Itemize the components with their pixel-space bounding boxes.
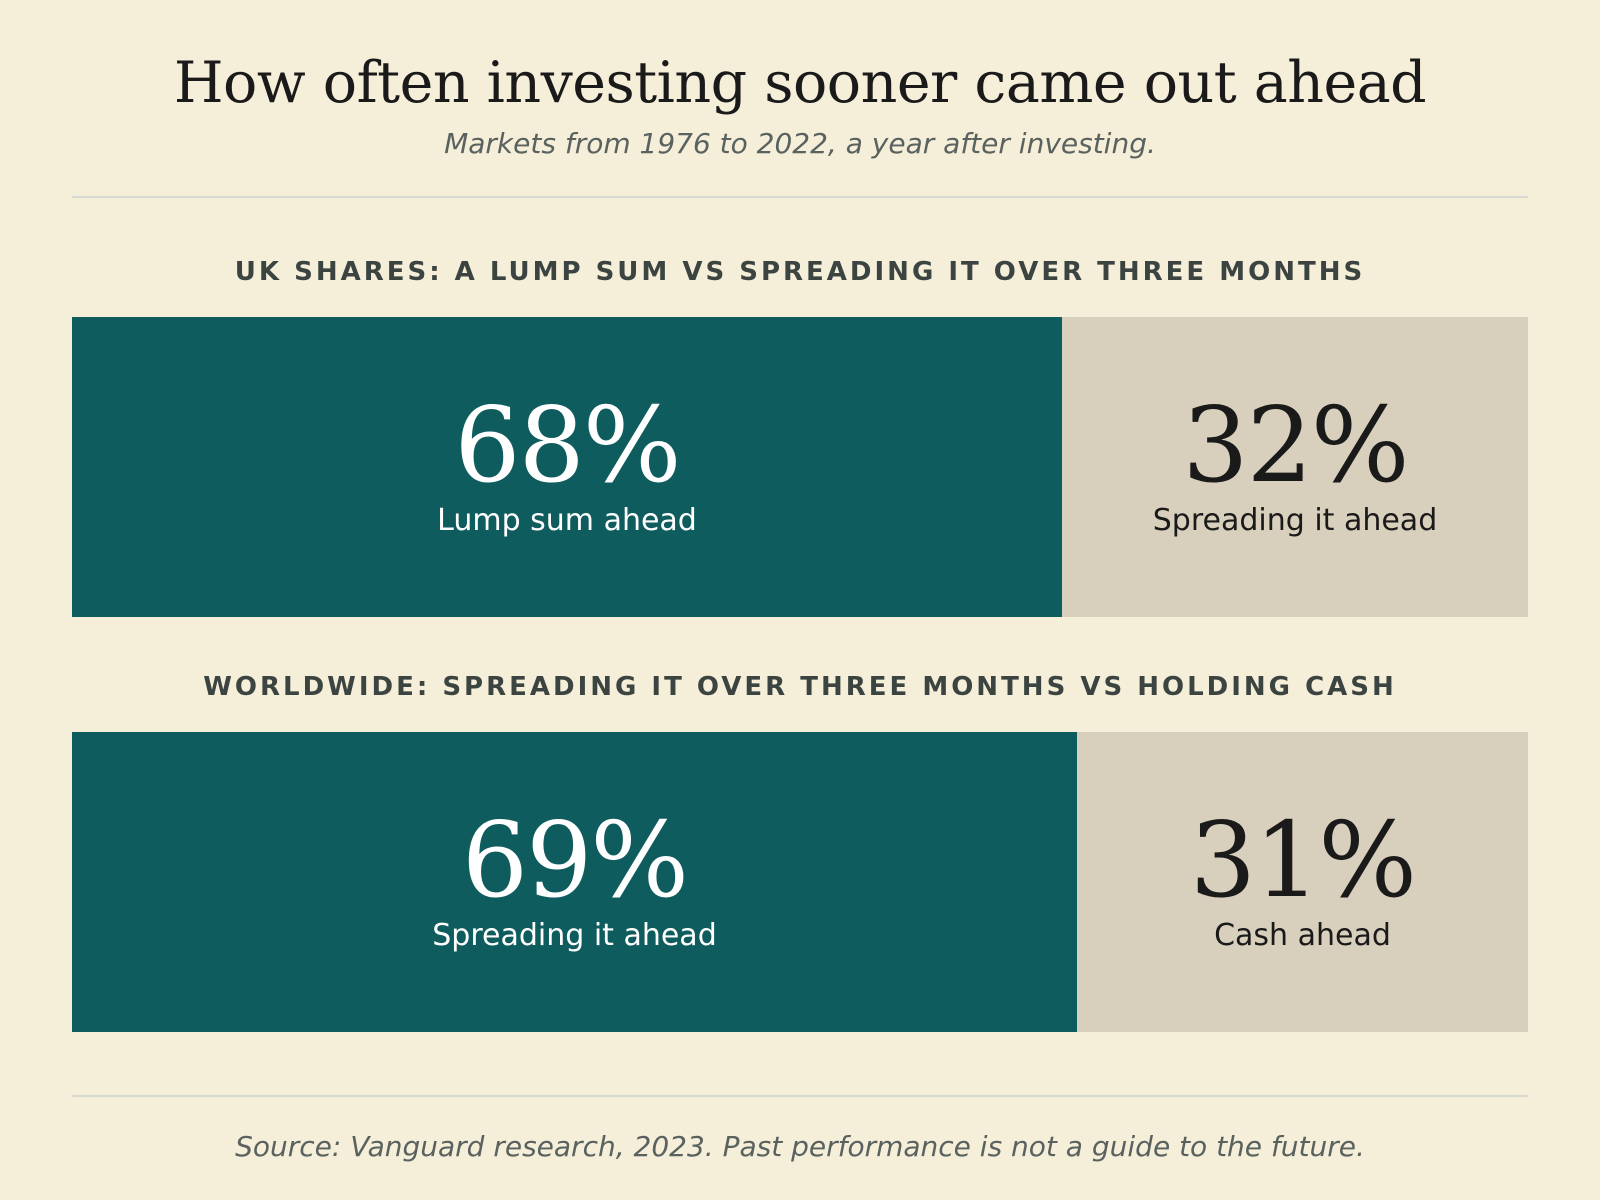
data-label-value: 69% [461,799,689,921]
data-label-caption: Spreading it ahead [1152,503,1438,538]
data-label-caption: Cash ahead [1214,918,1391,953]
data-label-caption: Lump sum ahead [437,503,697,538]
bottom-divider [72,1095,1528,1097]
bar-segment-spreading: 69% Spreading it ahead [72,732,1077,1032]
bar-segment-lump-sum: 68% Lump sum ahead [72,317,1062,617]
top-divider [72,196,1528,198]
section-title-uk-shares: UK SHARES: A LUMP SUM VS SPREADING IT OV… [234,257,1366,287]
data-label-value: 31% [1189,799,1417,921]
chart-title: How often investing sooner came out ahea… [173,50,1427,116]
data-label-value: 32% [1182,384,1409,506]
chart-subtitle: Markets from 1976 to 2022, a year after … [444,127,1156,160]
bar-segment-spreading: 32% Spreading it ahead [1062,317,1528,617]
bar-segment-cash: 31% Cash ahead [1077,732,1528,1032]
stacked-bar-uk-shares: 68% Lump sum ahead 32% Spreading it ahea… [72,317,1528,617]
section-title-worldwide: WORLDWIDE: SPREADING IT OVER THREE MONTH… [203,672,1397,702]
stacked-bar-worldwide: 69% Spreading it ahead 31% Cash ahead [72,732,1528,1032]
data-label-value: 68% [454,384,681,506]
data-label-caption: Spreading it ahead [432,918,717,953]
source-note: Source: Vanguard research, 2023. Past pe… [235,1130,1365,1163]
